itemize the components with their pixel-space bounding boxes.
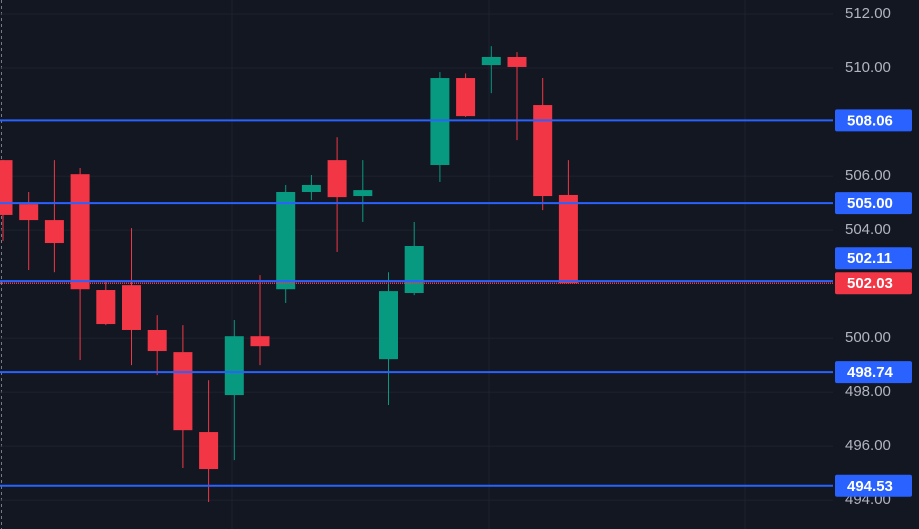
price-badge: [835, 192, 912, 215]
y-tick-label: 500.00: [845, 329, 891, 346]
price-label: 502.11: [847, 250, 892, 267]
y-tick-label: 498.00: [845, 383, 891, 400]
price-label: 498.74: [847, 364, 894, 381]
price-label: 505.00: [847, 195, 893, 212]
y-tick-label: 506.00: [845, 167, 891, 184]
candle-body: [533, 105, 553, 197]
candle-body: [379, 291, 398, 360]
price-label: 502.03: [847, 275, 893, 292]
y-tick-label: 510.00: [845, 59, 891, 76]
candle-body: [327, 160, 347, 198]
price-label: 494.53: [847, 478, 893, 495]
y-tick-label: 496.00: [845, 437, 891, 454]
candle-body: [0, 160, 13, 215]
candle-body: [404, 246, 424, 293]
candle-body: [44, 220, 64, 244]
candle-body: [122, 285, 141, 330]
candle-body: [250, 336, 270, 347]
candle-body: [96, 290, 116, 325]
price-badge: [835, 272, 912, 295]
price-badge: [835, 247, 912, 270]
candle-body: [19, 204, 39, 221]
price-label: 508.06: [847, 112, 893, 129]
candle-body: [199, 432, 219, 470]
price-badge: [835, 361, 912, 384]
candle-body: [301, 184, 321, 192]
price-badge: [835, 109, 912, 132]
y-tick-label: 504.00: [845, 221, 891, 238]
candle-body: [147, 329, 167, 352]
y-tick-label: 512.00: [845, 5, 891, 22]
candle-body: [70, 174, 90, 290]
candle-body: [430, 78, 450, 165]
candle-body: [224, 336, 244, 396]
candle-body: [507, 56, 527, 67]
price-badge: [835, 474, 912, 497]
candle-body: [353, 190, 373, 197]
candle-body: [276, 191, 296, 290]
candle-body: [558, 194, 578, 284]
candle-body: [173, 352, 193, 431]
candle-body: [481, 56, 501, 66]
candle-body: [456, 78, 476, 117]
